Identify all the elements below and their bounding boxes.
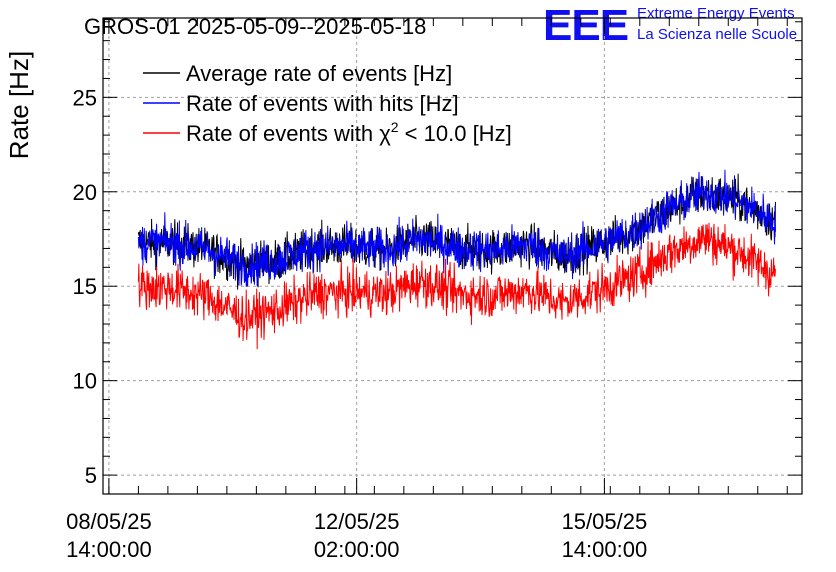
x-tick-label-time: 02:00:00 xyxy=(314,537,400,562)
y-axis-label: Rate [Hz] xyxy=(4,51,34,159)
series-line-average xyxy=(137,173,776,290)
x-tick-label-time: 14:00:00 xyxy=(66,537,152,562)
brand-subtitle: La Scienza nelle Scuole xyxy=(637,26,797,43)
axes: 5 10 15 20 25 08/05/25 14:00:00 12/05/25 02:00:0… xyxy=(66,17,803,562)
legend-label-hits: Rate of events with hits [Hz] xyxy=(186,91,459,116)
brand-name: Extreme Energy Events xyxy=(637,5,795,22)
eee-logo: EEE xyxy=(543,1,628,50)
legend: Average rate of events [Hz] Rate of even… xyxy=(143,61,512,146)
series-layer xyxy=(137,169,776,350)
x-tick-label-time: 14:00:00 xyxy=(562,537,648,562)
series-line-chi2 xyxy=(137,222,776,350)
grid-lines xyxy=(103,18,802,494)
legend-label-chi2: Rate of events with χ2 < 10.0 [Hz] xyxy=(186,119,512,146)
plot-frame xyxy=(102,17,803,495)
y-tick-label: 15 xyxy=(73,274,97,299)
x-tick-label-date: 15/05/25 xyxy=(562,509,648,534)
y-tick-label: 20 xyxy=(73,180,97,205)
y-tick-label: 10 xyxy=(73,369,97,394)
x-tick-label-date: 08/05/25 xyxy=(66,509,152,534)
legend-label-average: Average rate of events [Hz] xyxy=(186,61,452,86)
series-line-hits xyxy=(137,169,776,287)
y-tick-label: 25 xyxy=(73,85,97,110)
x-tick-label-date: 12/05/25 xyxy=(314,509,400,534)
y-tick-label: 5 xyxy=(85,463,97,488)
